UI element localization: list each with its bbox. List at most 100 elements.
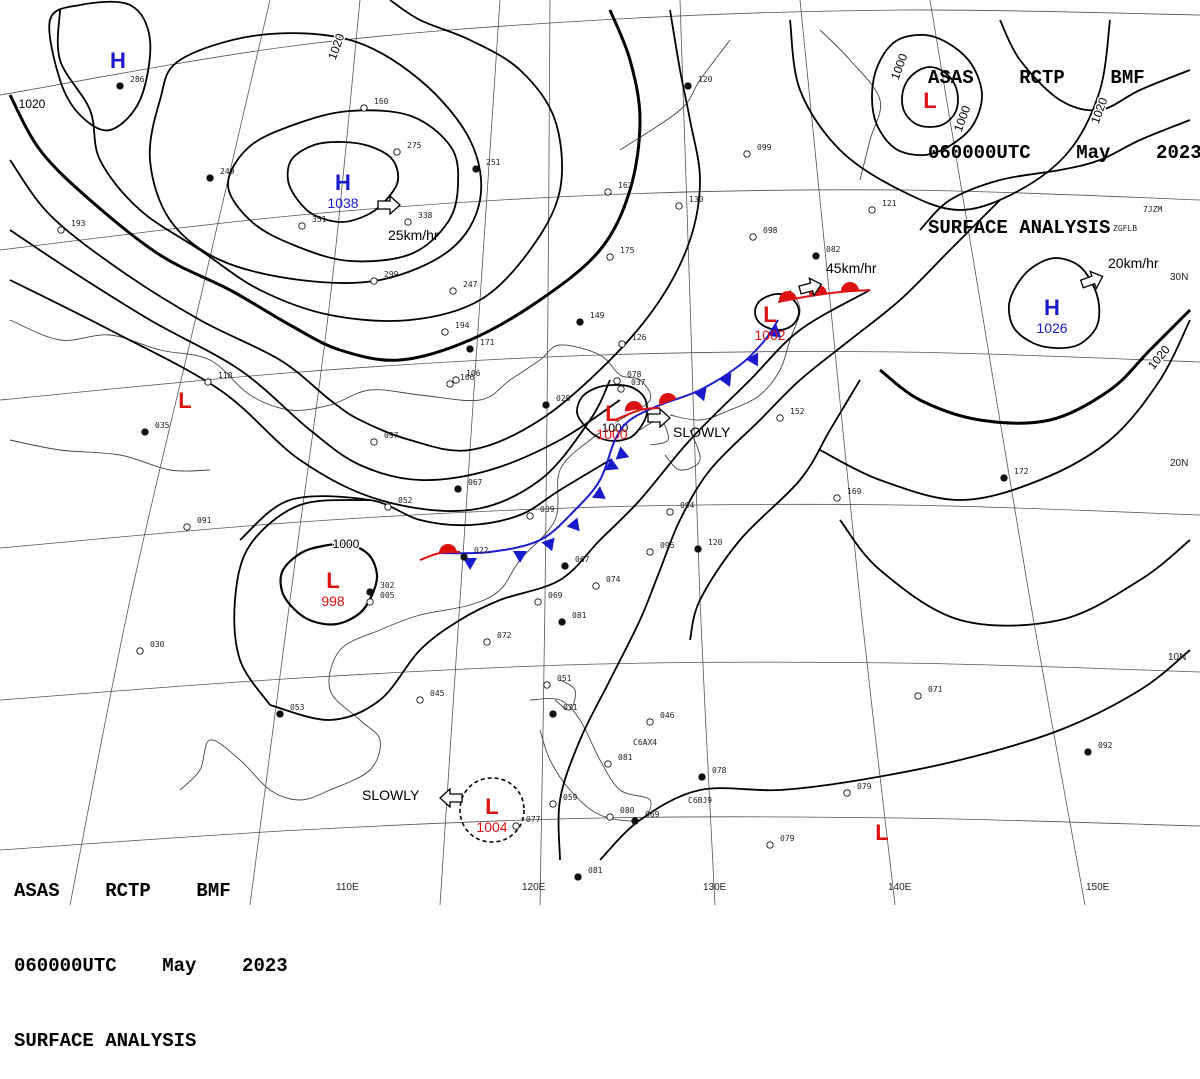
isobar — [286, 141, 400, 223]
isobar — [819, 319, 1191, 501]
station-pressure: 351 — [312, 215, 327, 224]
latitude-label: 30N — [1170, 272, 1188, 283]
warm-front-line — [614, 407, 661, 421]
station-circle — [1084, 748, 1092, 756]
cold-front-barb — [541, 537, 555, 552]
low-pressure-center: L — [923, 88, 936, 113]
station-pressure: 194 — [455, 321, 470, 330]
isobar — [459, 777, 525, 843]
isobar — [239, 459, 611, 541]
motion-speed: SLOWLY — [673, 424, 731, 440]
station-pressure: 130 — [689, 195, 704, 204]
motion-arrow — [1079, 270, 1104, 290]
low-symbol: L — [763, 302, 776, 327]
map-header-bottom-left: ASAS RCTP BMF 060000UTC May 2023 SURFACE… — [14, 829, 288, 1079]
station-circle — [366, 598, 374, 606]
high-symbol: H — [1044, 295, 1060, 320]
station-circle — [460, 553, 468, 561]
station-circle — [543, 681, 551, 689]
cold-front-barb — [591, 486, 606, 499]
isobar — [9, 229, 621, 481]
station-pressure: 030 — [150, 640, 165, 649]
coastline — [9, 439, 211, 472]
longitude-line — [69, 0, 271, 906]
low-pressure-center: L — [875, 820, 888, 845]
station-circle — [466, 345, 474, 353]
warm-front-bump — [625, 401, 643, 412]
center-pressure: 998 — [321, 593, 345, 609]
station-circle — [684, 82, 692, 90]
station-pressure: 193 — [71, 219, 86, 228]
station-pressure: 022 — [474, 546, 489, 555]
header-line-3: SURFACE ANALYSIS — [14, 1030, 197, 1052]
station-pressure: 028 — [556, 394, 571, 403]
station-pressure: 037 — [631, 378, 646, 387]
station-pressure: 067 — [468, 478, 483, 487]
isobar — [839, 519, 1191, 627]
low-symbol: L — [178, 388, 191, 413]
station-circle — [914, 692, 922, 700]
longitude-label: 150E — [1086, 882, 1110, 893]
motion-speed: 45km/hr — [826, 260, 877, 276]
station-pressure: 162 — [618, 181, 633, 190]
longitude-label: 130E — [703, 882, 727, 893]
isobar — [1007, 257, 1101, 350]
station-circle — [366, 588, 374, 596]
warm-front-bump — [439, 544, 457, 553]
center-pressure: 1002 — [754, 327, 785, 343]
header-line-2: 060000UTC May 2023 — [14, 955, 288, 977]
header-line-1: ASAS RCTP BMF — [928, 67, 1145, 89]
station-pressure: 152 — [790, 407, 805, 416]
station-pressure: 251 — [486, 158, 501, 167]
latitude-line — [0, 503, 1200, 549]
motion-speed: 20km/hr — [1108, 255, 1159, 271]
station-pressure: 092 — [1098, 741, 1113, 750]
station-pressure: 046 — [660, 711, 675, 720]
isobar-label: 1000 — [602, 421, 629, 435]
isobar — [269, 289, 871, 721]
station-pressure: 247 — [463, 280, 478, 289]
station-pressure: 039 — [540, 505, 555, 514]
station-circle — [526, 512, 534, 520]
station-pressure: 166 — [460, 373, 475, 382]
station-pressure: 118 — [218, 371, 233, 380]
station-circle — [483, 638, 491, 646]
cold-front-barb — [767, 324, 782, 338]
station-circle — [868, 206, 876, 214]
station-circle — [604, 760, 612, 768]
station-pressure: 074 — [606, 575, 621, 584]
station-circle — [276, 710, 284, 718]
station-circle — [843, 789, 851, 797]
station-pressure: 082 — [826, 245, 841, 254]
station-circle — [812, 252, 820, 260]
isobar — [901, 66, 959, 128]
station-circle — [592, 582, 600, 590]
station-pressure: 172 — [1014, 467, 1029, 476]
longitude-label: 110E — [336, 882, 359, 893]
motion-indicator: 25km/hr — [377, 194, 439, 243]
isobar-label: 1020 — [1145, 342, 1173, 372]
map-header-top-right: ASAS RCTP BMF 060000UTC May 2023 SURFACE… — [928, 16, 1200, 266]
station-circle — [384, 503, 392, 511]
station-circle — [675, 202, 683, 210]
high-symbol: H — [110, 48, 126, 73]
station-circle — [206, 174, 214, 182]
isobar-label: 1020 — [19, 97, 46, 111]
station-circle — [617, 385, 625, 393]
longitude-labels: 110E 120E 130E 140E 150E — [336, 882, 1110, 893]
station-pressure: 067 — [575, 555, 590, 564]
station-circle — [749, 233, 757, 241]
header-line-1: ASAS RCTP BMF — [14, 880, 231, 902]
station-circle — [57, 226, 65, 234]
latitude-label: 10N — [1168, 652, 1186, 663]
low-symbol: L — [923, 88, 936, 113]
station-pressure: 053 — [290, 703, 305, 712]
motion-speed: 25km/hr — [388, 227, 439, 243]
motion-indicator: 45km/hr — [798, 260, 877, 298]
longitude-line — [539, 0, 551, 906]
station-circle — [646, 548, 654, 556]
station-circle — [416, 696, 424, 704]
